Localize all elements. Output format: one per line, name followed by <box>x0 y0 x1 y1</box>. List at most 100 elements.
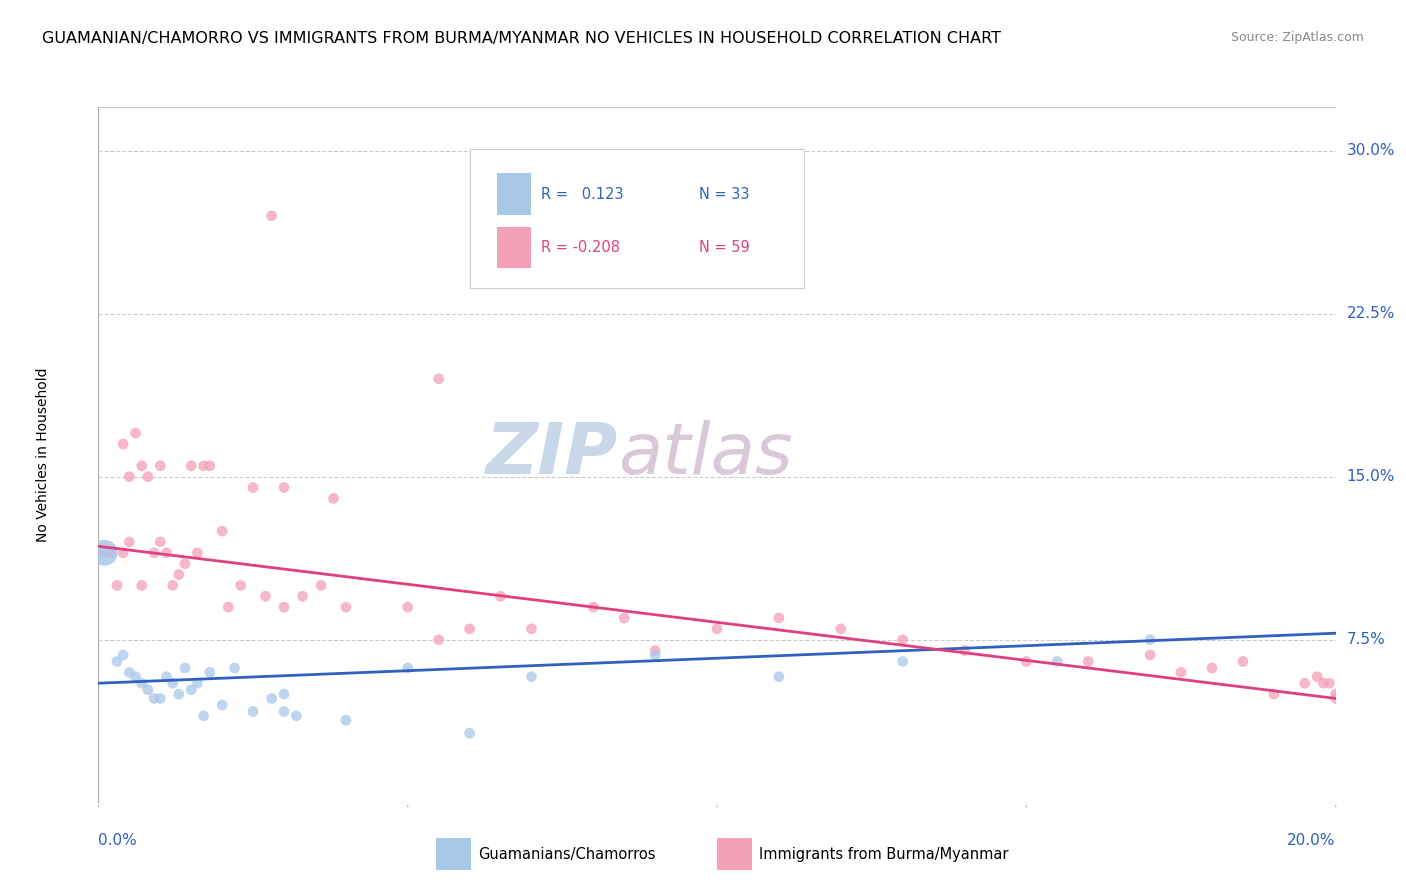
Text: 22.5%: 22.5% <box>1347 306 1395 321</box>
Point <box>582 600 605 615</box>
Point <box>93 546 115 560</box>
Point <box>335 600 357 615</box>
Point <box>1294 676 1316 690</box>
Text: R = -0.208: R = -0.208 <box>541 240 620 255</box>
Point <box>149 458 172 473</box>
Point <box>131 578 153 592</box>
Point <box>1232 655 1254 669</box>
FancyBboxPatch shape <box>496 227 531 268</box>
Point <box>891 632 914 647</box>
Point <box>520 670 543 684</box>
Point <box>167 567 190 582</box>
Point <box>118 469 141 483</box>
Point <box>1201 661 1223 675</box>
Point <box>1319 676 1341 690</box>
Text: 30.0%: 30.0% <box>1347 143 1395 158</box>
Text: GUAMANIAN/CHAMORRO VS IMMIGRANTS FROM BURMA/MYANMAR NO VEHICLES IN HOUSEHOLD COR: GUAMANIAN/CHAMORRO VS IMMIGRANTS FROM BU… <box>42 31 1001 46</box>
Point <box>768 611 790 625</box>
Point <box>162 676 184 690</box>
Point <box>427 372 450 386</box>
Text: 20.0%: 20.0% <box>1288 833 1336 848</box>
Point <box>768 670 790 684</box>
Point <box>167 687 190 701</box>
Point <box>136 682 159 697</box>
Point <box>143 546 166 560</box>
Point <box>273 600 295 615</box>
Point <box>174 557 197 571</box>
Point <box>193 458 215 473</box>
Text: Guamanians/Chamorros: Guamanians/Chamorros <box>478 847 655 862</box>
Text: ZIP: ZIP <box>486 420 619 490</box>
Point <box>112 437 135 451</box>
Point <box>229 578 252 592</box>
Point <box>830 622 852 636</box>
Point <box>644 648 666 662</box>
Point <box>285 708 308 723</box>
Point <box>396 600 419 615</box>
Point <box>1046 655 1069 669</box>
Point <box>1324 687 1347 701</box>
Point <box>1139 648 1161 662</box>
Point <box>1139 632 1161 647</box>
Point <box>105 578 128 592</box>
Point <box>291 589 314 603</box>
Text: N = 33: N = 33 <box>699 186 749 202</box>
Point <box>124 426 146 441</box>
Text: Source: ZipAtlas.com: Source: ZipAtlas.com <box>1230 31 1364 45</box>
Point <box>273 705 295 719</box>
Point <box>1077 655 1099 669</box>
Text: 0.0%: 0.0% <box>98 833 138 848</box>
Point <box>193 708 215 723</box>
Point <box>105 655 128 669</box>
Point <box>180 682 202 697</box>
Point <box>1312 676 1334 690</box>
Point <box>273 481 295 495</box>
Point <box>1263 687 1285 701</box>
Point <box>131 676 153 690</box>
Text: 15.0%: 15.0% <box>1347 469 1395 484</box>
Point <box>112 546 135 560</box>
FancyBboxPatch shape <box>470 149 804 288</box>
Point <box>131 458 153 473</box>
Text: No Vehicles in Household: No Vehicles in Household <box>35 368 49 542</box>
Point <box>309 578 332 592</box>
Point <box>155 546 177 560</box>
Text: R =   0.123: R = 0.123 <box>541 186 624 202</box>
Point <box>155 670 177 684</box>
Point <box>260 691 283 706</box>
Point <box>118 535 141 549</box>
Point <box>211 698 233 712</box>
Point <box>458 622 481 636</box>
Point <box>100 546 122 560</box>
Point <box>124 670 146 684</box>
Point <box>112 648 135 662</box>
Point <box>198 458 221 473</box>
Point <box>1015 655 1038 669</box>
Point <box>118 665 141 680</box>
Point <box>396 661 419 675</box>
Text: atlas: atlas <box>619 420 793 490</box>
Point <box>489 589 512 603</box>
Point <box>953 643 976 657</box>
Point <box>427 632 450 647</box>
Point <box>180 458 202 473</box>
Point <box>1170 665 1192 680</box>
Point <box>149 535 172 549</box>
FancyBboxPatch shape <box>496 173 531 215</box>
Point <box>520 622 543 636</box>
Point <box>322 491 344 506</box>
Point <box>242 481 264 495</box>
Text: Immigrants from Burma/Myanmar: Immigrants from Burma/Myanmar <box>759 847 1008 862</box>
Point <box>1324 691 1347 706</box>
Point <box>891 655 914 669</box>
Point <box>1306 670 1329 684</box>
Point <box>198 665 221 680</box>
Point <box>458 726 481 740</box>
Point <box>242 705 264 719</box>
Point <box>335 713 357 727</box>
Point <box>211 524 233 538</box>
Point <box>644 643 666 657</box>
Point <box>186 676 208 690</box>
Point <box>136 469 159 483</box>
Point <box>224 661 246 675</box>
